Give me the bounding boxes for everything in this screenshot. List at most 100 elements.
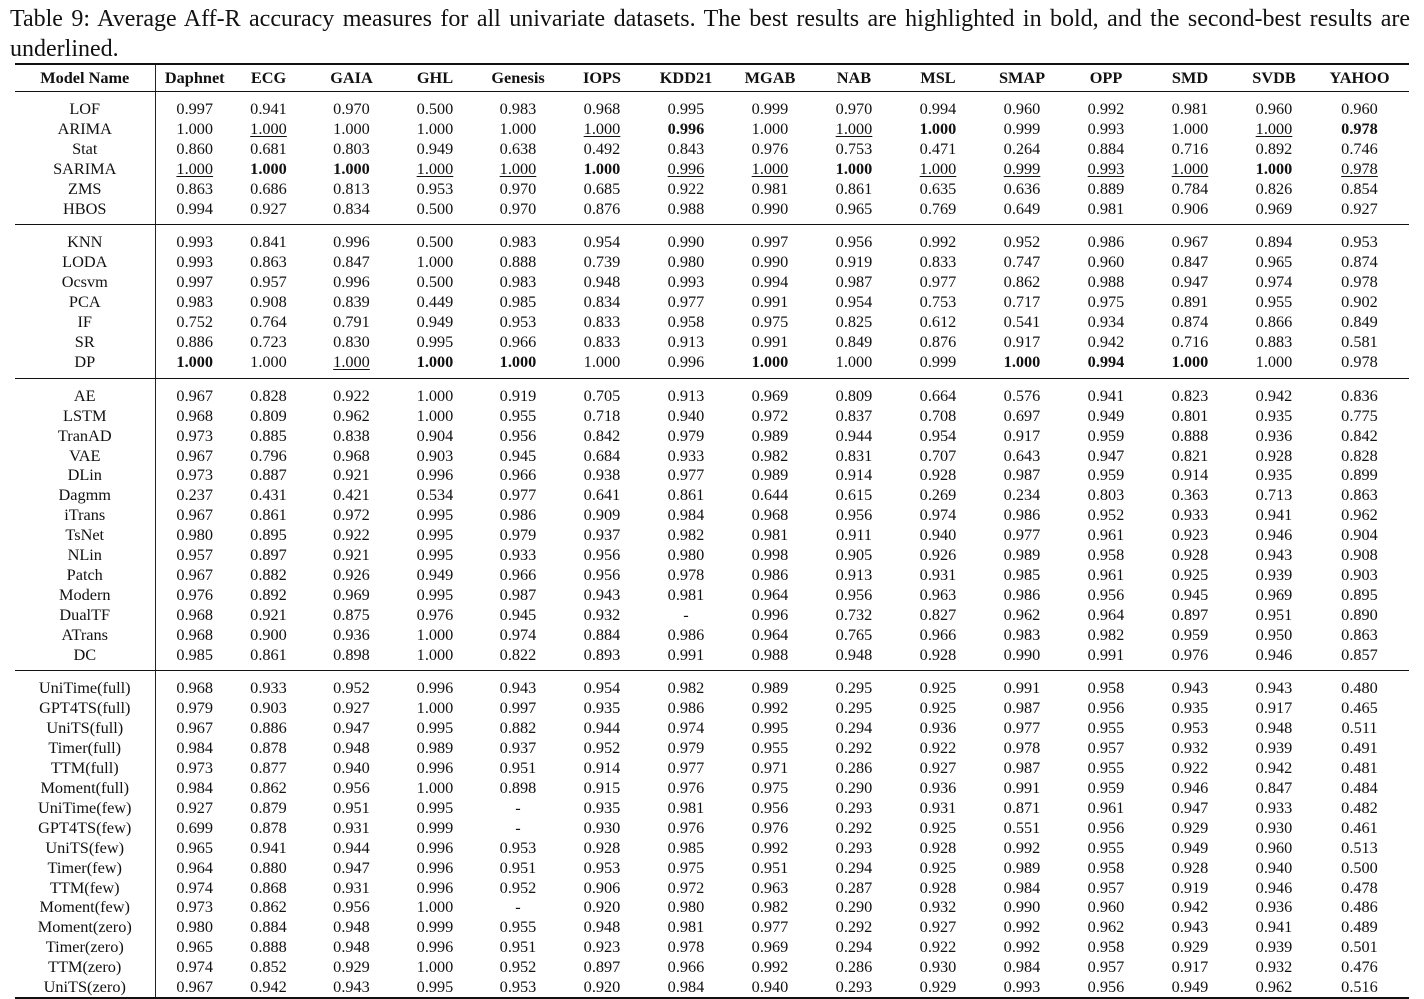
value-cell: 0.951 [499, 758, 537, 778]
value-cell: 0.923 [583, 937, 621, 957]
value-cell: 0.753 [919, 292, 957, 312]
value-cell: 0.972 [333, 505, 370, 525]
value-cell: 0.644 [751, 485, 789, 505]
value-cell: 0.898 [303, 644, 400, 672]
header-mgab: MGAB [734, 63, 806, 92]
value-cell: 0.991 [1003, 678, 1041, 698]
value-cell: 0.952 [499, 957, 537, 977]
value-cell: 0.551 [1003, 817, 1041, 837]
value-cell: 0.985 [499, 292, 537, 312]
value-cell: 0.960 [1255, 99, 1293, 118]
value-cell: 0.988 [734, 644, 806, 672]
value-cell: 0.994 [751, 272, 789, 292]
value-cell: 0.894 [1255, 232, 1293, 252]
value-cell: 0.951 [499, 937, 537, 957]
model-name-cell: DualTF [15, 604, 156, 625]
table-row: DP 1.000 1.000 1.000 1.000 1.000 1.000 0.996 1.0… [15, 351, 1409, 379]
value-cell: 0.913 [835, 564, 873, 584]
value-cell: 0.286 [835, 758, 873, 778]
value-cell: 0.842 [583, 425, 621, 445]
value-cell: 0.500 [1341, 857, 1378, 877]
value-cell: 0.962 [1003, 604, 1041, 624]
value-cell: 0.955 [751, 738, 789, 758]
value-cell: 0.962 [1087, 917, 1125, 937]
value-cell: 0.953 [583, 857, 621, 877]
model-name-cell: KNN [15, 224, 156, 253]
value-cell: 0.965 [176, 937, 214, 957]
value-cell: 1.000 [416, 158, 454, 178]
value-cell: 0.951 [499, 857, 537, 877]
value-cell: 0.931 [333, 877, 370, 897]
value-cell: 0.982 [667, 525, 705, 545]
value-cell: 1.000 [470, 351, 566, 379]
value-cell: 0.643 [1003, 445, 1041, 465]
value-cell: 0.889 [1087, 178, 1125, 198]
value-cell: 0.636 [1003, 178, 1041, 198]
value-cell: 0.995 [416, 525, 454, 545]
table-row: LOF 0.997 0.941 0.970 0.500 0.983 0.968 0.995 0.… [15, 91, 1409, 119]
value-cell: 0.978 [1003, 738, 1041, 758]
table-row: DC 0.985 0.861 0.898 1.000 0.822 0.893 0.991 0.9… [15, 644, 1409, 672]
value-cell: 0.975 [667, 857, 705, 877]
value-cell: 0.681 [250, 138, 287, 158]
value-cell: 0.952 [1003, 232, 1041, 252]
value-cell: 0.937 [583, 525, 621, 545]
value-cell: 0.968 [176, 678, 214, 698]
value-cell: 0.964 [751, 624, 789, 644]
value-cell: 0.500 [416, 232, 454, 252]
table-row: SARIMA 1.000 1.000 1.000 1.000 1.000 1.000 0.99… [15, 158, 1409, 179]
value-cell: 0.945 [499, 445, 537, 465]
table-row: TTM(zero) 0.974 0.852 0.929 1.000 0.952 0.897 0… [15, 957, 1409, 978]
value-cell: 0.969 [751, 937, 789, 957]
model-name-cell: GPT4TS(full) [15, 698, 156, 719]
value-cell: 0.765 [835, 624, 873, 644]
value-cell: 0.421 [333, 485, 370, 505]
value-cell: 0.876 [919, 331, 957, 351]
value-cell: 0.649 [974, 198, 1070, 226]
header-msl: MSL [902, 63, 974, 92]
value-cell: 0.976 [667, 778, 705, 797]
value-cell: 0.958 [1087, 678, 1125, 698]
value-cell: 0.746 [1341, 138, 1378, 158]
value-cell: 0.958 [667, 312, 705, 332]
value-cell: 0.716 [1171, 331, 1209, 351]
value-cell: 0.943 [1255, 545, 1293, 565]
value-cell: 0.863 [250, 252, 287, 272]
model-name-cell: Timer(full) [15, 738, 156, 759]
table-row: ATrans 0.968 0.900 0.936 1.000 0.974 0.884 0.98… [15, 624, 1409, 645]
value-cell: 0.995 [416, 331, 454, 351]
value-cell: 0.980 [667, 897, 705, 917]
model-name-cell: TTM(full) [15, 758, 156, 778]
value-cell: 0.822 [470, 644, 566, 672]
table-row: Moment(full) 0.984 0.862 0.956 1.000 0.898 0.9… [15, 778, 1409, 798]
value-cell: 0.989 [751, 425, 789, 445]
value-cell: 1.000 [333, 158, 370, 178]
value-cell: 0.501 [1341, 937, 1378, 957]
value-cell: 0.948 [333, 738, 370, 758]
value-cell: 0.992 [919, 232, 957, 252]
value-cell: 0.943 [1171, 917, 1209, 937]
value-cell: 0.968 [583, 99, 621, 118]
value-cell: 0.940 [333, 758, 370, 778]
header-daphnet: Daphnet [155, 63, 234, 92]
value-cell: 0.982 [751, 897, 789, 917]
value-cell: 0.917 [1255, 698, 1293, 718]
value-cell: 0.935 [1255, 405, 1293, 425]
table-caption: Table 9: Average Aff-R accuracy measures… [10, 6, 1410, 62]
value-cell: 0.237 [176, 485, 214, 505]
value-cell: 1.000 [333, 118, 370, 138]
value-cell: 0.982 [667, 678, 705, 698]
value-cell: 0.929 [1171, 937, 1209, 957]
table-row: GPT4TS(few) 0.699 0.878 0.931 0.999 - 0.930 0.9… [15, 817, 1409, 838]
value-cell: 0.957 [1087, 877, 1125, 897]
value-cell: 0.939 [1255, 738, 1293, 758]
value-cell: 0.718 [583, 405, 621, 425]
value-cell: 0.943 [583, 584, 621, 604]
value-cell: 0.956 [333, 778, 370, 797]
value-cell: 0.983 [499, 99, 537, 118]
value-cell: 0.986 [499, 505, 537, 525]
value-cell: 0.861 [835, 178, 873, 198]
value-cell: 0.962 [1341, 505, 1378, 525]
value-cell: 0.921 [333, 465, 370, 485]
table-row: ZMS 0.863 0.686 0.813 0.953 0.970 0.685 0.922 0.… [15, 178, 1409, 199]
